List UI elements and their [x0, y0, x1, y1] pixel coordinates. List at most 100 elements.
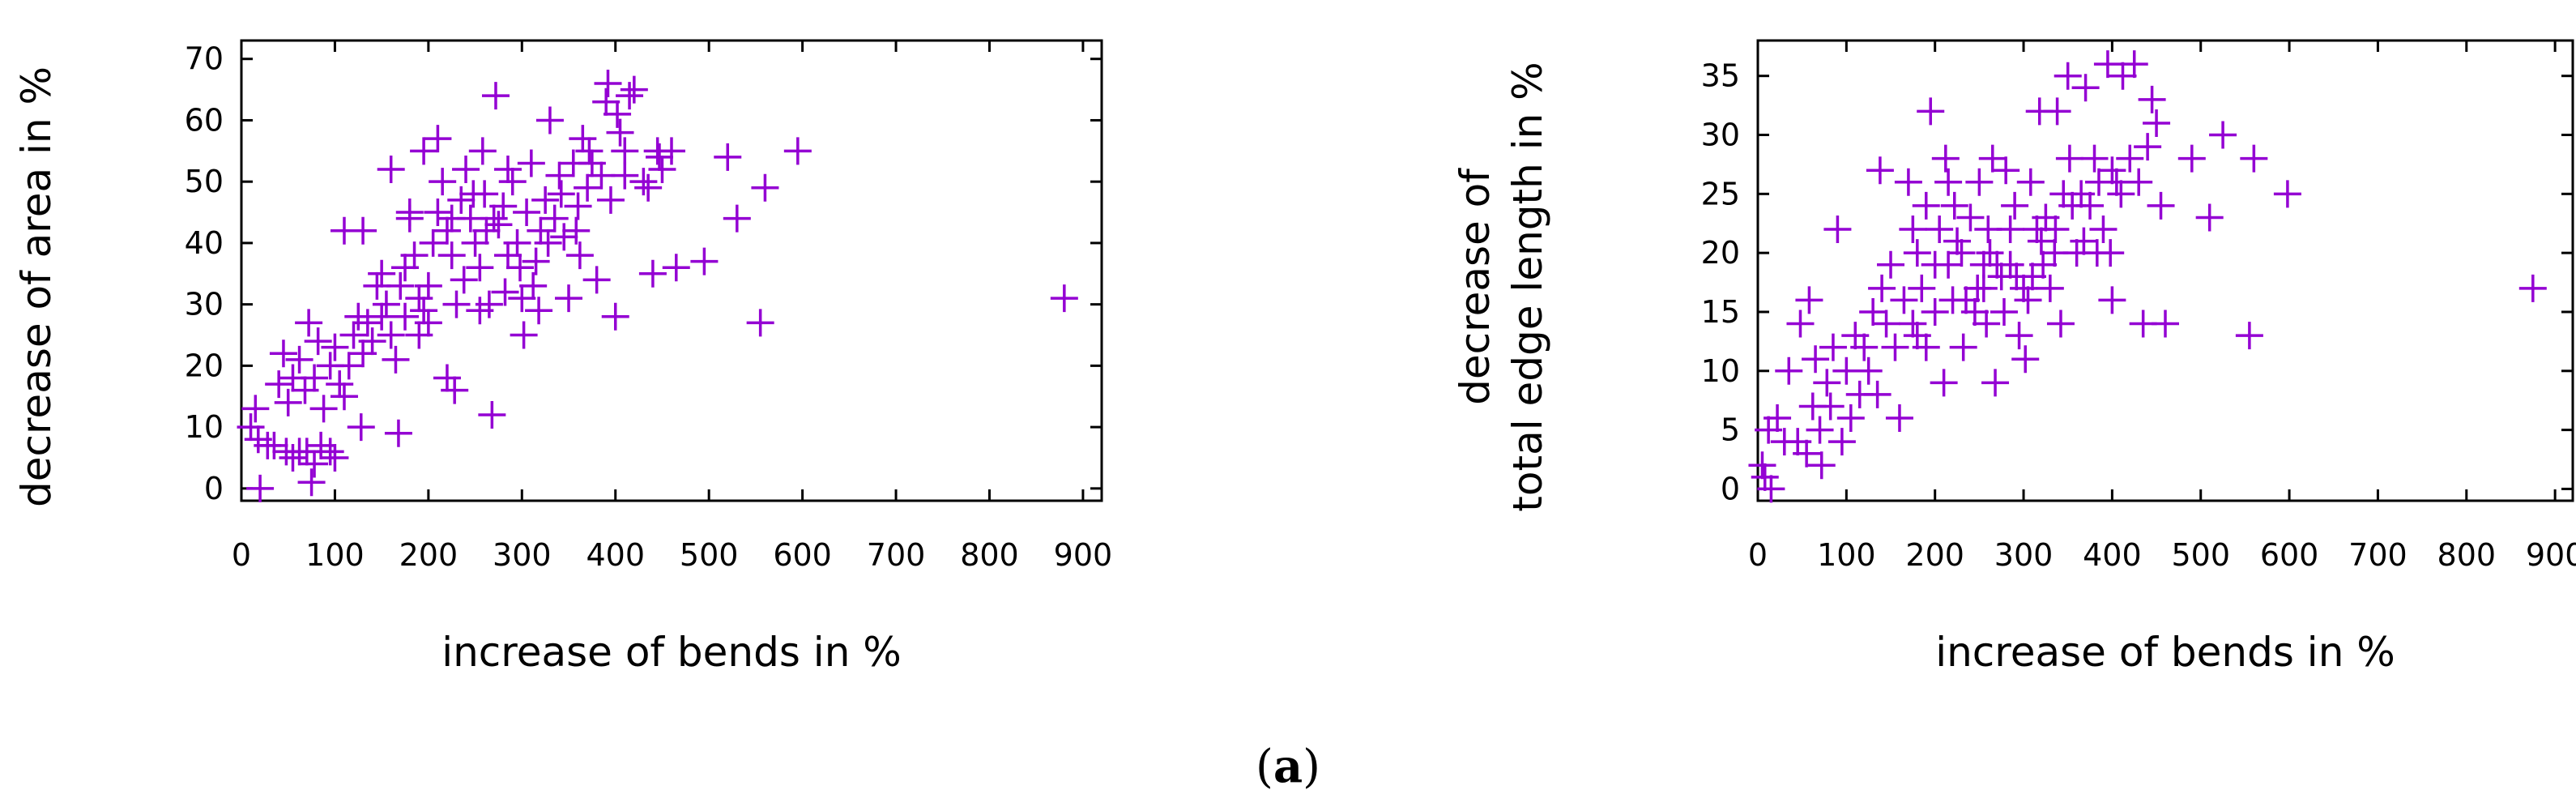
data-point	[316, 438, 344, 466]
data-point	[269, 339, 297, 368]
data-point	[1899, 216, 1927, 244]
data-point	[2002, 263, 2031, 291]
data-point	[1819, 333, 1847, 361]
data-point	[1908, 274, 1936, 302]
data-point	[241, 395, 270, 423]
x-tick-label: 200	[1905, 537, 1964, 573]
data-point	[1903, 239, 1931, 267]
data-point	[2016, 168, 2045, 196]
data-point	[472, 216, 501, 245]
data-point	[519, 271, 548, 300]
data-point	[260, 431, 288, 459]
data-point	[363, 271, 391, 300]
data-point	[2143, 109, 2171, 137]
data-point	[534, 228, 562, 257]
data-point	[611, 161, 639, 190]
data-point	[353, 309, 382, 337]
data-point	[547, 180, 575, 208]
data-point	[2107, 180, 2135, 208]
data-point	[295, 309, 323, 337]
data-point	[658, 137, 685, 165]
data-point	[1969, 274, 1998, 302]
data-point	[1912, 191, 1940, 220]
data-point	[1940, 191, 1968, 220]
x-tick-label: 300	[1994, 537, 2054, 573]
data-point	[1793, 439, 1821, 468]
data-point	[321, 443, 349, 472]
data-point	[690, 247, 719, 275]
data-point	[2120, 50, 2148, 79]
data-point	[330, 382, 358, 411]
x-tick-label: 600	[2260, 537, 2319, 573]
data-point	[527, 216, 555, 245]
data-point	[562, 216, 591, 245]
y-tick-label: 30	[185, 287, 224, 322]
data-point	[1866, 156, 1894, 185]
data-point	[1990, 297, 2018, 326]
data-point	[746, 309, 774, 337]
data-point	[2147, 191, 2175, 220]
data-point	[1976, 239, 2004, 267]
data-point	[246, 474, 275, 502]
data-point	[1947, 239, 1976, 267]
data-point	[433, 216, 461, 245]
data-point	[2076, 191, 2105, 220]
data-point	[2071, 74, 2100, 102]
data-point	[450, 266, 478, 294]
data-point	[368, 259, 396, 288]
data-point	[466, 297, 494, 325]
data-point	[569, 125, 597, 153]
data-point	[634, 173, 663, 202]
caption-close-paren: )	[1303, 741, 1320, 793]
data-point	[292, 438, 321, 466]
data-point	[2027, 227, 2055, 255]
data-point	[2080, 144, 2109, 173]
data-point	[484, 211, 513, 239]
data-point	[382, 345, 410, 374]
data-point	[550, 223, 578, 251]
y-tick-label: 20	[185, 348, 224, 383]
data-point	[1973, 310, 2001, 338]
data-point	[2001, 191, 2029, 220]
data-point	[1960, 297, 1989, 326]
data-point	[1806, 416, 1834, 444]
data-point	[606, 118, 634, 147]
data-point	[601, 302, 629, 331]
data-point	[265, 370, 293, 399]
data-point	[2043, 97, 2071, 126]
data-point	[2070, 227, 2098, 255]
data-point	[1934, 168, 1963, 196]
y-axis-label: total edge length in %	[1504, 62, 1551, 511]
data-point	[616, 82, 644, 110]
data-point	[503, 228, 531, 257]
data-point	[1836, 404, 1865, 433]
x-tick-label: 900	[1054, 537, 1113, 573]
y-tick-label: 70	[185, 41, 224, 77]
data-point	[1828, 428, 1856, 456]
data-point	[1877, 250, 1905, 279]
data-point	[1863, 380, 1891, 408]
data-point	[545, 161, 574, 190]
data-point	[2098, 156, 2126, 185]
data-point	[461, 228, 489, 257]
data-point	[1813, 369, 1841, 397]
data-point	[565, 241, 594, 270]
data-point	[466, 254, 494, 282]
data-point	[1881, 333, 1909, 361]
data-point	[339, 321, 368, 349]
x-tick-label: 800	[960, 537, 1019, 573]
data-point	[2054, 62, 2082, 90]
data-point	[442, 290, 471, 318]
data-point	[2011, 345, 2040, 374]
x-tick-label: 900	[2526, 537, 2576, 573]
data-point	[2209, 121, 2237, 149]
x-tick-label: 0	[232, 537, 251, 573]
data-point	[386, 271, 415, 300]
data-point	[2014, 286, 2042, 314]
data-point	[1890, 286, 1918, 314]
data-point	[447, 186, 476, 214]
data-point	[372, 290, 400, 318]
data-point	[274, 388, 302, 416]
data-point	[1981, 369, 2010, 397]
data-point	[1775, 357, 1803, 385]
